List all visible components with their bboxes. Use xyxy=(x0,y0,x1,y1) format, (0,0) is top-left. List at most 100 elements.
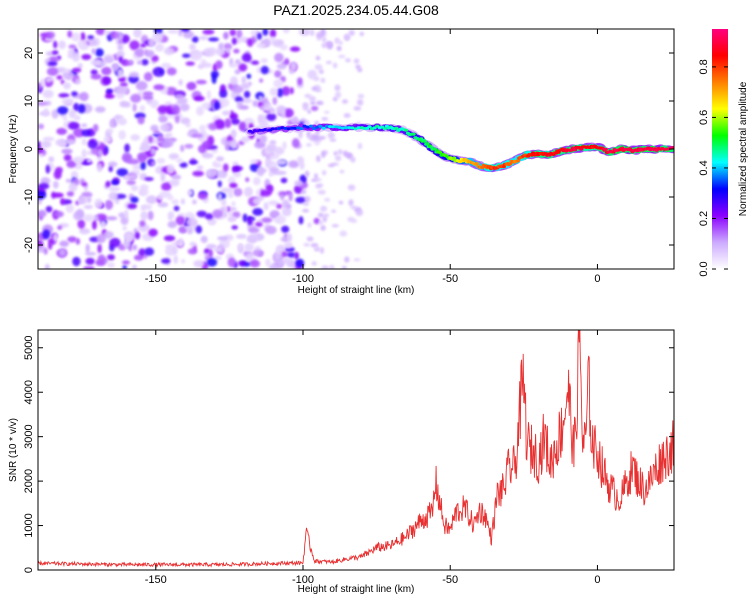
noise-blob xyxy=(83,205,94,209)
noise-blob xyxy=(224,118,232,129)
colorbar-scale xyxy=(712,29,728,269)
noise-blob xyxy=(85,243,90,253)
noise-blob xyxy=(93,215,99,221)
noise-blob xyxy=(302,201,309,207)
noise-blob xyxy=(179,103,190,112)
noise-blob xyxy=(254,222,263,227)
noise-blob xyxy=(81,123,88,128)
noise-blob xyxy=(215,60,223,70)
y-tick-label: 0 xyxy=(23,146,35,152)
noise-blob xyxy=(87,139,98,149)
noise-blob xyxy=(227,176,236,185)
noise-blob xyxy=(38,190,47,200)
x-tick-label: -50 xyxy=(442,574,458,586)
ridge-segment xyxy=(425,142,430,146)
noise-blob xyxy=(173,205,180,212)
noise-blob xyxy=(320,247,324,254)
noise-blob xyxy=(144,247,155,256)
noise-blob xyxy=(204,48,214,58)
noise-blob xyxy=(252,249,264,257)
noise-blob xyxy=(97,243,102,254)
noise-blob xyxy=(74,78,81,85)
noise-blob xyxy=(168,153,180,160)
noise-blob xyxy=(237,243,243,251)
noise-blob xyxy=(67,236,77,243)
noise-blob xyxy=(193,95,205,102)
noise-blob xyxy=(292,116,299,125)
noise-blob xyxy=(327,132,335,139)
noise-blob xyxy=(63,114,68,122)
noise-blob xyxy=(341,265,347,269)
noise-blob xyxy=(81,54,92,60)
noise-blob xyxy=(145,50,155,58)
noise-blob xyxy=(186,218,198,227)
noise-blob xyxy=(204,213,214,220)
noise-blob xyxy=(133,254,144,261)
noise-blob xyxy=(163,47,175,55)
ridge-segment xyxy=(277,127,282,130)
noise-blob xyxy=(231,225,238,230)
noise-blob xyxy=(202,152,214,159)
noise-blob xyxy=(95,29,105,36)
noise-blob xyxy=(310,105,319,112)
noise-blob xyxy=(48,156,55,163)
noise-blob xyxy=(81,191,93,198)
noise-blob xyxy=(252,100,259,107)
noise-blob xyxy=(128,158,140,165)
noise-blob xyxy=(320,29,326,35)
noise-blob xyxy=(86,196,92,204)
noise-blob xyxy=(97,254,106,264)
noise-blob xyxy=(59,240,69,247)
noise-blob xyxy=(108,186,121,192)
noise-blob xyxy=(215,47,226,56)
noise-blob xyxy=(238,121,246,132)
noise-blob xyxy=(307,109,312,114)
noise-blob xyxy=(137,91,144,96)
noise-blob xyxy=(137,153,147,163)
noise-blob xyxy=(268,263,278,269)
noise-blob xyxy=(357,142,363,150)
noise-blob xyxy=(294,251,299,260)
colorbar-tick-label: 0.0 xyxy=(698,261,710,276)
noise-blob xyxy=(245,244,252,252)
y-tick-label: -20 xyxy=(23,237,35,253)
noise-blob xyxy=(230,76,238,86)
noise-blob xyxy=(175,215,185,226)
noise-blob xyxy=(171,199,179,205)
noise-blob xyxy=(218,98,230,108)
noise-blob xyxy=(266,143,277,153)
noise-blob xyxy=(227,191,234,199)
ridge-segment xyxy=(508,162,513,166)
snr-background xyxy=(38,330,674,570)
ridge-segment xyxy=(315,125,320,129)
ridge-segment xyxy=(452,156,457,160)
noise-blob xyxy=(62,70,75,80)
noise-blob xyxy=(73,102,80,112)
noise-blob xyxy=(225,144,230,151)
noise-blob xyxy=(343,33,351,41)
noise-blob xyxy=(290,61,297,71)
noise-blob xyxy=(234,96,244,103)
noise-blob xyxy=(339,169,345,174)
noise-blob xyxy=(218,42,225,50)
noise-blob xyxy=(304,170,310,177)
noise-blob xyxy=(157,202,169,208)
noise-blob xyxy=(145,195,158,205)
noise-blob xyxy=(77,63,83,69)
noise-blob xyxy=(191,36,199,43)
noise-blob xyxy=(178,79,183,86)
x-tick-label: -150 xyxy=(145,574,167,586)
noise-blob xyxy=(130,134,140,141)
noise-blob xyxy=(122,265,128,269)
snr-x-label: Height of straight line (km) xyxy=(298,584,415,595)
noise-blob xyxy=(153,130,160,135)
noise-blob xyxy=(323,213,330,218)
noise-blob xyxy=(201,140,213,150)
noise-blob xyxy=(65,139,76,145)
noise-blob xyxy=(291,138,300,148)
noise-blob xyxy=(171,241,184,247)
noise-blob xyxy=(327,163,335,168)
noise-blob xyxy=(99,220,107,229)
noise-blob xyxy=(132,244,138,251)
noise-blob xyxy=(140,211,148,220)
